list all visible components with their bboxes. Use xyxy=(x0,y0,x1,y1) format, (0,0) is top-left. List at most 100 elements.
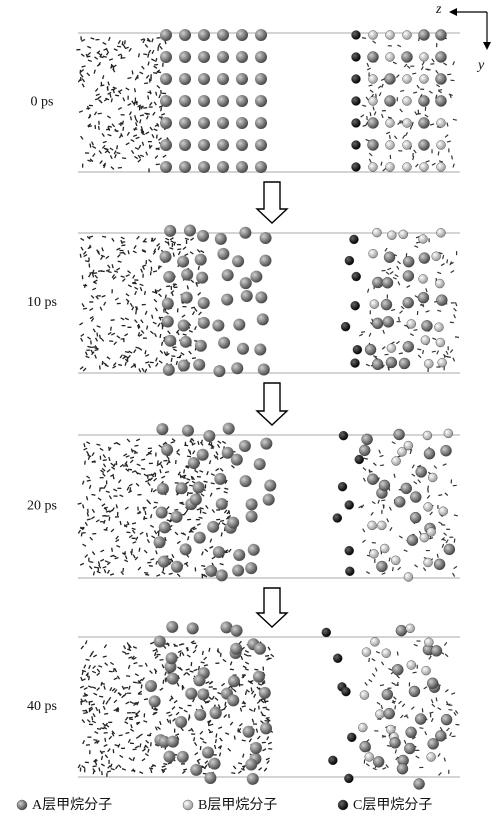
molecule-fragment xyxy=(125,362,126,366)
molecule-fragment xyxy=(403,135,405,138)
a-layer-methane xyxy=(239,440,251,452)
b-layer-methane xyxy=(383,316,394,327)
molecule-fragment xyxy=(112,467,115,469)
molecule-fragment xyxy=(192,358,196,359)
molecule-fragment xyxy=(111,764,112,768)
molecule-fragment xyxy=(82,79,84,82)
molecule-fragment xyxy=(172,707,175,710)
molecule-fragment xyxy=(231,773,235,774)
molecule-fragment xyxy=(173,349,177,351)
molecule-fragment xyxy=(101,764,104,766)
molecule-fragment xyxy=(366,572,369,574)
molecule-fragment xyxy=(141,330,144,333)
a-layer-methane xyxy=(236,95,248,107)
b-layer-methane xyxy=(416,466,427,477)
a-layer-methane xyxy=(207,521,219,533)
a-layer-methane xyxy=(179,161,191,173)
molecule-fragment xyxy=(398,122,401,125)
molecule-fragment xyxy=(87,720,90,723)
molecule-fragment xyxy=(426,288,427,292)
molecule-fragment xyxy=(144,474,147,476)
molecule-fragment xyxy=(122,279,125,282)
molecule-fragment xyxy=(108,126,112,127)
molecule-fragment xyxy=(91,318,93,321)
molecule-fragment xyxy=(114,690,116,693)
a-layer-methane xyxy=(240,277,252,289)
molecule-fragment xyxy=(432,704,435,707)
molecule-fragment xyxy=(129,351,133,353)
a-layer-methane xyxy=(178,319,190,331)
molecule-fragment xyxy=(144,550,147,553)
molecule-fragment xyxy=(160,469,161,473)
b-layer-methane xyxy=(369,31,378,40)
molecule-fragment xyxy=(145,355,149,357)
b-layer-methane xyxy=(384,252,395,263)
molecule-fragment xyxy=(81,677,82,681)
molecule-fragment xyxy=(99,696,103,697)
molecule-fragment xyxy=(96,296,99,299)
b-layer-methane xyxy=(372,228,381,237)
molecule-fragment xyxy=(127,132,129,135)
molecule-fragment xyxy=(193,451,195,454)
molecule-fragment xyxy=(119,135,121,138)
molecule-fragment xyxy=(229,549,232,552)
molecule-fragment xyxy=(197,759,200,761)
molecule-fragment xyxy=(189,331,193,332)
molecule-fragment xyxy=(131,140,134,142)
b-layer-methane xyxy=(419,253,430,264)
a-layer-methane xyxy=(254,344,266,356)
a-layer-methane xyxy=(145,680,157,692)
molecule-fragment xyxy=(416,756,419,758)
molecule-fragment xyxy=(101,255,105,257)
molecule-fragment xyxy=(157,243,160,246)
molecule-fragment xyxy=(85,699,88,702)
molecule-fragment xyxy=(87,519,91,520)
molecule-fragment xyxy=(149,50,151,53)
molecule-fragment xyxy=(98,498,101,500)
molecule-fragment xyxy=(129,48,131,51)
molecule-fragment xyxy=(116,536,118,539)
a-layer-methane xyxy=(255,117,267,129)
molecule-fragment xyxy=(187,673,190,676)
molecule-fragment xyxy=(139,548,140,552)
molecule-fragment xyxy=(170,248,174,249)
molecule-fragment xyxy=(101,470,104,472)
a-layer-methane xyxy=(163,271,175,283)
molecule-fragment xyxy=(157,85,160,88)
molecule-fragment xyxy=(426,161,430,162)
molecule-fragment xyxy=(454,308,457,311)
down-arrow xyxy=(257,383,287,425)
a-layer-methane xyxy=(236,29,248,41)
molecule-fragment xyxy=(187,492,188,496)
molecule-fragment xyxy=(84,255,88,257)
molecule-fragment xyxy=(145,481,149,482)
molecule-fragment xyxy=(233,689,236,692)
molecule-fragment xyxy=(385,248,387,251)
molecule-fragment xyxy=(455,302,456,306)
molecule-fragment xyxy=(141,469,145,470)
molecule-fragment xyxy=(125,352,129,353)
molecule-fragment xyxy=(86,442,90,444)
b-layer-methane xyxy=(368,521,377,530)
molecule-fragment xyxy=(438,151,439,155)
molecule-fragment xyxy=(115,668,117,672)
molecule-fragment xyxy=(361,115,364,117)
molecule-fragment xyxy=(453,61,455,65)
legend-marker xyxy=(183,800,193,810)
a-layer-methane xyxy=(217,117,229,129)
molecule-fragment xyxy=(145,350,146,354)
b-layer-methane xyxy=(419,234,428,243)
b-layer-methane xyxy=(437,163,446,172)
molecule-fragment xyxy=(205,549,208,552)
a-layer-methane xyxy=(240,475,252,487)
molecule-fragment xyxy=(241,769,245,771)
molecule-fragment xyxy=(207,471,208,475)
molecule-fragment xyxy=(125,722,128,724)
molecule-fragment xyxy=(129,686,130,690)
molecule-fragment xyxy=(125,555,126,559)
a-layer-methane xyxy=(216,498,228,510)
b-layer-methane xyxy=(420,53,429,62)
molecule-fragment xyxy=(106,491,110,492)
molecule-fragment xyxy=(97,729,101,730)
a-layer-methane xyxy=(198,29,210,41)
